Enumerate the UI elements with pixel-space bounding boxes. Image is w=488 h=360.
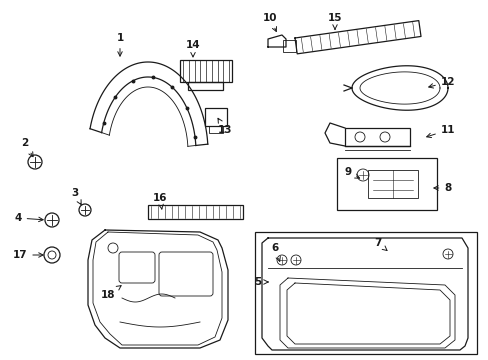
Bar [367, 170, 417, 198]
Bar [345, 128, 409, 146]
Bar [283, 40, 295, 52]
Bar [204, 108, 226, 126]
Text: 18: 18 [101, 285, 121, 300]
Text: 15: 15 [327, 13, 342, 29]
Bar [187, 82, 223, 90]
Text: 8: 8 [433, 183, 451, 193]
Text: 10: 10 [262, 13, 277, 32]
Text: 1: 1 [116, 33, 123, 56]
Text: 6: 6 [271, 243, 280, 261]
Bar [180, 60, 231, 82]
Bar [254, 232, 476, 354]
Text: 2: 2 [21, 138, 33, 157]
Text: 5: 5 [254, 277, 267, 287]
Text: 3: 3 [71, 188, 81, 204]
Text: 16: 16 [152, 193, 167, 209]
Text: 4: 4 [14, 213, 43, 223]
Text: 9: 9 [344, 167, 359, 178]
Bar [148, 205, 243, 219]
Text: 17: 17 [13, 250, 43, 260]
Text: 11: 11 [426, 125, 454, 138]
Text: 13: 13 [217, 118, 232, 135]
Text: 12: 12 [428, 77, 454, 88]
Bar [208, 126, 223, 133]
Text: 7: 7 [373, 238, 386, 251]
Bar [336, 158, 436, 210]
Text: 14: 14 [185, 40, 200, 57]
